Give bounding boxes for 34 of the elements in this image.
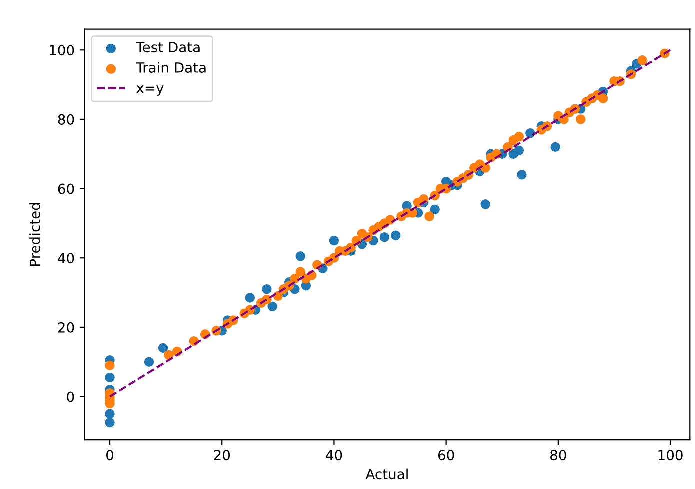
point xyxy=(262,284,272,294)
point xyxy=(480,200,490,210)
point xyxy=(105,418,115,428)
point xyxy=(391,230,401,240)
x-tick-label: 40 xyxy=(326,450,342,461)
x-tick-label: 80 xyxy=(550,450,566,461)
x-tick-label: 60 xyxy=(438,450,454,461)
x-tick-label: 100 xyxy=(658,450,683,461)
y-tick-label: 0 xyxy=(67,392,74,402)
x-axis-title: Actual xyxy=(366,468,408,480)
legend-label: x=y xyxy=(136,86,164,96)
x-tick-label: 20 xyxy=(214,450,230,461)
point xyxy=(329,236,340,246)
y-tick-label: 40 xyxy=(58,253,74,264)
y-tick-label: 20 xyxy=(58,322,74,333)
point xyxy=(380,232,390,242)
point xyxy=(105,372,115,383)
point xyxy=(296,252,306,262)
legend-label: Test Data xyxy=(136,42,200,53)
point xyxy=(514,146,524,156)
point xyxy=(550,142,560,152)
legend-label: Train Data xyxy=(136,62,206,73)
point xyxy=(268,302,278,312)
point xyxy=(158,343,168,354)
point xyxy=(245,293,255,303)
point xyxy=(105,409,115,419)
x-tick-label: 0 xyxy=(106,450,114,461)
y-tick-label: 60 xyxy=(58,184,74,194)
y-tick-label: 80 xyxy=(58,114,74,125)
point xyxy=(430,204,440,214)
point xyxy=(517,170,527,180)
y-tick-label: 100 xyxy=(50,45,74,56)
y-axis-title: Predicted xyxy=(30,203,40,266)
point xyxy=(144,357,154,367)
